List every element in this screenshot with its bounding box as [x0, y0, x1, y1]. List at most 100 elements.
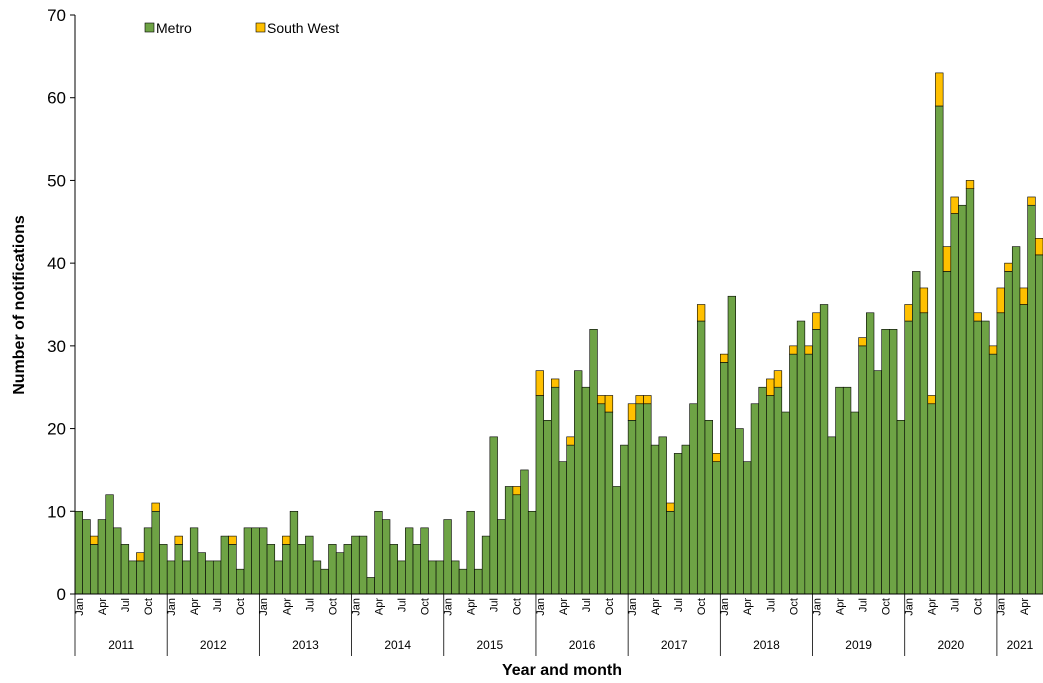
bar-segment [612, 486, 621, 595]
bar-segment [428, 560, 437, 595]
bar-segment [212, 560, 222, 595]
bar-segment [420, 527, 429, 595]
bar-segment [988, 353, 998, 595]
bar-segment [927, 395, 936, 405]
x-tick-label: Jan [166, 598, 178, 616]
bar-segment [1027, 196, 1036, 206]
bar-segment [282, 535, 291, 545]
bar-segment [497, 519, 506, 595]
bar-segment [1011, 246, 1021, 595]
y-tick-label: 60 [47, 89, 66, 108]
x-tick-label: Jan [627, 598, 639, 616]
bar-segment [881, 329, 890, 595]
bar-segment [297, 544, 306, 595]
year-label: 2021 [1007, 638, 1034, 652]
bar-segment [1019, 287, 1028, 305]
bar-segment [973, 320, 982, 595]
legend-label: South West [267, 20, 339, 36]
bar-segment [620, 444, 629, 595]
bar-segment [604, 411, 614, 595]
bar-segment [604, 395, 614, 413]
bar-segment [1035, 238, 1043, 256]
x-axis-title: Year and month [502, 662, 622, 679]
bar-segment [873, 370, 882, 595]
bar-segment [289, 510, 299, 595]
bar-segment [658, 436, 667, 595]
bar-segment [842, 386, 852, 595]
bar-segment [136, 552, 145, 562]
bar-segment [950, 213, 959, 595]
bar-segment [812, 312, 821, 330]
bar-segment [935, 72, 944, 107]
bar-segment [458, 568, 468, 595]
bar-segment [243, 527, 252, 595]
y-tick-label: 20 [47, 420, 66, 439]
bar-segment [151, 502, 160, 512]
bar-segment [566, 436, 575, 446]
x-tick-label: Jan [74, 598, 86, 616]
bar-segment [274, 560, 283, 595]
bar-segment [328, 544, 337, 595]
bar-segment [889, 329, 898, 595]
x-tick-label: Apr [466, 598, 478, 615]
bar-segment [789, 345, 798, 355]
bar-segment [105, 494, 114, 595]
bar-segment [374, 510, 383, 595]
bar-segment [397, 560, 406, 595]
bar-segment [228, 535, 237, 545]
bar-segment [205, 560, 214, 595]
year-label: 2018 [753, 638, 780, 652]
bar-segment [535, 395, 544, 595]
bar-segment [351, 535, 360, 595]
bar-segment [474, 568, 483, 595]
bar-segment [627, 419, 637, 595]
bar-segment [574, 370, 583, 595]
bar-segment [996, 287, 1005, 314]
bar-segment [1004, 262, 1013, 272]
x-tick-label: Jul [304, 598, 316, 612]
bar-segment [812, 329, 821, 595]
bar-segment [927, 403, 936, 595]
x-tick-label: Apr [742, 598, 754, 615]
bar-segment [643, 403, 652, 595]
bar-segment [159, 544, 168, 595]
y-tick-label: 50 [47, 171, 66, 190]
bar-segment [727, 295, 736, 595]
bar-segment [896, 419, 906, 595]
bar-segment [520, 469, 529, 595]
bar-segment [750, 403, 760, 595]
bar-segment [712, 453, 721, 462]
bar-segment [266, 544, 276, 595]
bar-segment [389, 544, 398, 595]
x-tick-label: Jan [535, 598, 547, 616]
y-tick-label: 30 [47, 337, 66, 356]
bar-segment [796, 320, 806, 595]
bar-segment [435, 560, 445, 595]
bar-segment [673, 453, 683, 595]
year-label: 2014 [384, 638, 411, 652]
bar-segment [504, 486, 514, 595]
bar-segment [97, 519, 107, 595]
bar-segment [904, 320, 913, 595]
bar-segment [259, 527, 268, 595]
x-tick-label: Apr [97, 598, 109, 615]
bar-segment [720, 353, 729, 363]
x-tick-label: Jan [350, 598, 362, 616]
bar-segment [343, 544, 352, 595]
bar-segment [942, 246, 952, 272]
bar-segment [90, 535, 99, 545]
x-tick-label: Jan [443, 598, 455, 616]
bar-segment [566, 444, 575, 595]
bar-segment [143, 527, 153, 595]
bar-segment [650, 444, 660, 595]
bar-segment [1004, 271, 1013, 595]
bar-segment [382, 519, 391, 595]
legend-swatch [255, 22, 266, 33]
bar-segment [197, 552, 206, 595]
bar-segment [120, 544, 130, 595]
x-tick-label: Oct [143, 598, 155, 615]
x-tick-label: Oct [696, 598, 708, 615]
bar-segment [466, 510, 475, 595]
bar-segment [74, 510, 83, 595]
